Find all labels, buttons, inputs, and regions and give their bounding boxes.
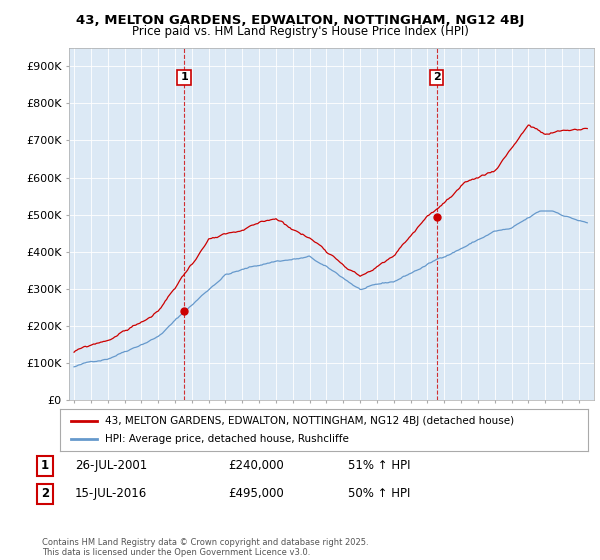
- Text: £240,000: £240,000: [228, 459, 284, 473]
- Text: 15-JUL-2016: 15-JUL-2016: [75, 487, 147, 501]
- Text: 1: 1: [180, 72, 188, 82]
- Text: 26-JUL-2001: 26-JUL-2001: [75, 459, 147, 473]
- Text: 2: 2: [41, 487, 49, 501]
- Text: Price paid vs. HM Land Registry's House Price Index (HPI): Price paid vs. HM Land Registry's House …: [131, 25, 469, 38]
- Text: 1: 1: [41, 459, 49, 473]
- Text: 43, MELTON GARDENS, EDWALTON, NOTTINGHAM, NG12 4BJ (detached house): 43, MELTON GARDENS, EDWALTON, NOTTINGHAM…: [105, 416, 514, 426]
- Text: 51% ↑ HPI: 51% ↑ HPI: [348, 459, 410, 473]
- Text: 43, MELTON GARDENS, EDWALTON, NOTTINGHAM, NG12 4BJ: 43, MELTON GARDENS, EDWALTON, NOTTINGHAM…: [76, 14, 524, 27]
- Text: 2: 2: [433, 72, 440, 82]
- Text: 50% ↑ HPI: 50% ↑ HPI: [348, 487, 410, 501]
- Text: Contains HM Land Registry data © Crown copyright and database right 2025.
This d: Contains HM Land Registry data © Crown c…: [42, 538, 368, 557]
- Text: HPI: Average price, detached house, Rushcliffe: HPI: Average price, detached house, Rush…: [105, 434, 349, 444]
- Text: £495,000: £495,000: [228, 487, 284, 501]
